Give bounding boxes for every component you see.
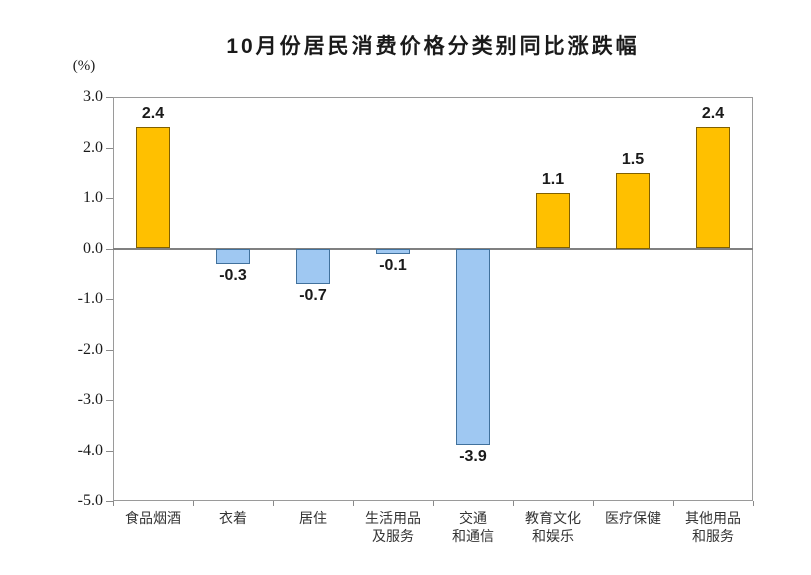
y-axis-tick-label: 0.0 xyxy=(83,239,103,257)
category-label-line: 居住 xyxy=(299,510,327,526)
chart-title: 10月份居民消费价格分类别同比涨跌幅 xyxy=(226,35,640,58)
y-axis-tick-label: -5.0 xyxy=(77,492,103,509)
category-label: 衣着 xyxy=(191,509,275,527)
y-axis-tick-mark xyxy=(106,198,113,199)
bar-value-label: -0.1 xyxy=(379,256,407,274)
x-axis-tick-mark xyxy=(593,501,594,506)
category-label: 食品烟酒 xyxy=(111,509,195,527)
bar-2 xyxy=(216,248,250,264)
category-label: 居住 xyxy=(271,509,355,527)
y-axis-tick-mark xyxy=(106,248,113,250)
category-label-line: 医疗保健 xyxy=(605,510,661,526)
x-axis-tick-mark xyxy=(273,501,274,506)
category-label: 生活用品 及服务 xyxy=(351,509,435,545)
y-axis-tick-mark xyxy=(106,147,113,149)
x-axis-tick-mark xyxy=(753,501,754,506)
bar-value-label: 2.4 xyxy=(141,105,165,123)
y-axis-unit-label: (%) xyxy=(72,58,96,74)
category-label-line: 交通 xyxy=(459,510,487,526)
bar-value-label: -3.9 xyxy=(459,448,487,466)
category-label: 医疗保健 xyxy=(591,509,675,527)
bar-7 xyxy=(616,172,650,249)
y-axis-tick-mark xyxy=(106,450,113,452)
y-axis-tick-mark xyxy=(106,97,113,98)
y-axis-tick-mark xyxy=(106,349,113,351)
y-axis-tick-mark xyxy=(106,299,113,300)
y-axis-tick-label: 1.0 xyxy=(83,189,103,206)
category-label-line: 教育文化 xyxy=(525,510,581,526)
y-axis-tick-label: -1.0 xyxy=(77,290,103,307)
y-axis-tick-label: -4.0 xyxy=(77,441,103,459)
bar-6 xyxy=(536,192,570,249)
category-label-line: 和服务 xyxy=(692,528,734,544)
bar-8 xyxy=(696,127,730,249)
y-axis-tick-label: 3.0 xyxy=(83,88,103,105)
plot-area xyxy=(113,97,753,501)
y-axis-tick-label: 2.0 xyxy=(83,138,103,156)
category-label: 交通 和通信 xyxy=(431,509,515,545)
bar-value-label: 1.1 xyxy=(541,170,565,188)
bar-value-label: -0.3 xyxy=(219,266,247,284)
category-label-line: 其他用品 xyxy=(685,510,741,526)
category-label-line: 生活用品 xyxy=(365,510,421,526)
x-axis-tick-mark xyxy=(353,501,354,506)
category-label: 其他用品 和服务 xyxy=(671,509,755,545)
category-label-line: 食品烟酒 xyxy=(125,510,181,526)
bar-3 xyxy=(296,248,330,284)
x-axis-tick-mark xyxy=(193,501,194,506)
y-axis-tick-mark xyxy=(106,400,113,401)
y-axis-tick-label: -2.0 xyxy=(77,340,103,358)
bar-4 xyxy=(376,248,410,254)
x-axis-tick-mark xyxy=(513,501,514,506)
category-label-line: 衣着 xyxy=(219,510,247,526)
category-label-line: 和通信 xyxy=(452,528,494,544)
x-axis-tick-mark xyxy=(673,501,674,506)
bar-value-label: 2.4 xyxy=(701,105,725,123)
bar-1 xyxy=(136,127,170,249)
category-label-line: 及服务 xyxy=(372,528,414,544)
y-axis-tick-label: -3.0 xyxy=(77,391,103,408)
zero-axis-line xyxy=(113,247,753,250)
bar-value-label: 1.5 xyxy=(621,150,645,168)
y-axis-tick-mark xyxy=(106,501,113,502)
category-label-line: 和娱乐 xyxy=(532,528,574,544)
x-axis-tick-mark xyxy=(433,501,434,506)
x-axis-tick-mark xyxy=(113,501,114,506)
category-label: 教育文化 和娱乐 xyxy=(511,509,595,545)
bar-value-label: -0.7 xyxy=(299,286,327,304)
bar-5 xyxy=(456,248,490,446)
